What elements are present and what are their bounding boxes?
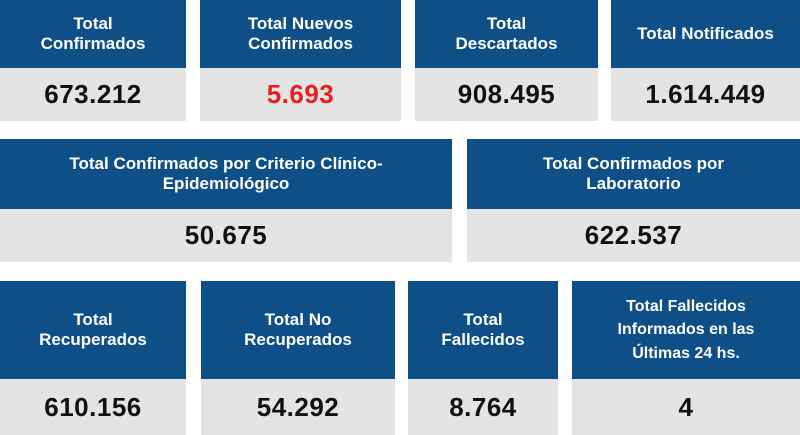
card-header: Total Nuevos Confirmados [200,0,401,68]
card-total-nuevos-confirmados: Total Nuevos Confirmados 5.693 [200,0,401,121]
card-value: 8.764 [408,379,558,435]
card-header: Total Confirmados [0,0,186,68]
card-header: Total Confirmados por Criterio Clínico- … [0,139,452,209]
card-total-confirmados: Total Confirmados 673.212 [0,0,186,121]
card-header: Total Descartados [415,0,598,68]
card-title: Total Confirmados por [542,153,724,173]
card-fallecidos-ultimas-24hs: Total Fallecidos Informados en las Últim… [572,281,800,435]
card-title: Recuperados [39,330,147,349]
card-title: Total Notificados [637,23,774,43]
card-value: 50.675 [0,209,452,262]
card-title: Total Confirmados por Criterio Clínico- [69,153,383,173]
card-confirmados-laboratorio: Total Confirmados por Laboratorio 622.53… [467,139,800,262]
card-title: Total [73,13,113,33]
card-value: 610.156 [0,379,186,435]
card-value: 5.693 [200,68,401,121]
card-title: Total [463,309,503,329]
card-title: Últimas 24 hs. [632,344,740,362]
card-total-no-recuperados: Total No Recuperados 54.292 [201,281,395,435]
card-value: 54.292 [201,379,395,435]
card-title: Total Nuevos [247,13,354,33]
card-total-fallecidos: Total Fallecidos 8.764 [408,281,558,435]
card-header: Total Recuperados [0,281,186,379]
card-total-recuperados: Total Recuperados 610.156 [0,281,186,435]
card-title: Confirmados [248,34,353,53]
card-title: Informados en las [617,321,755,339]
card-title: Epidemiológico [162,174,290,193]
card-title: Fallecidos [441,330,525,349]
card-value: 908.495 [415,68,598,121]
card-header: Total Fallecidos [408,281,558,379]
card-header: Total Confirmados por Laboratorio [467,139,800,209]
card-header: Total Fallecidos Informados en las Últim… [572,281,800,379]
card-title: Descartados [455,34,558,53]
card-header: Total Notificados [611,0,800,68]
card-title: Laboratorio [586,174,681,193]
card-title: Total [73,309,113,329]
card-title: Recuperados [244,330,352,349]
card-confirmados-criterio-clinico: Total Confirmados por Criterio Clínico- … [0,139,452,262]
card-title: Total Fallecidos [626,298,746,316]
card-total-descartados: Total Descartados 908.495 [415,0,598,121]
card-value: 4 [572,379,800,435]
card-title: Total No [264,309,332,329]
card-title: Total [486,13,527,33]
card-header: Total No Recuperados [201,281,395,379]
card-value: 622.537 [467,209,800,262]
card-title: Confirmados [40,34,146,53]
card-value: 673.212 [0,68,186,121]
card-value: 1.614.449 [611,68,800,121]
card-total-notificados: Total Notificados 1.614.449 [611,0,800,121]
